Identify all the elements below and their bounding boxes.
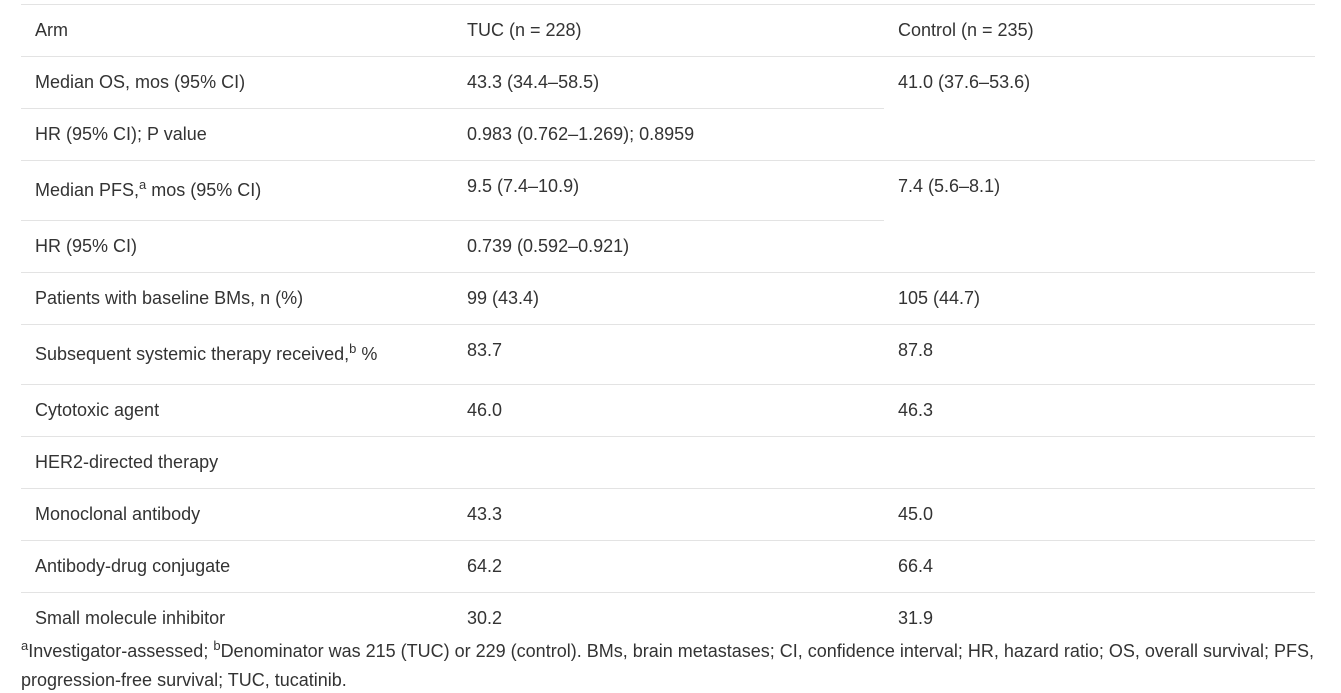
row-control: 45.0 [884,488,1315,541]
row-label: Small molecule inhibitor [21,592,453,644]
row-label-text: Small molecule inhibitor [35,608,226,628]
footnote-marker-a: a [21,638,29,653]
header-arm: Arm [21,4,453,57]
table-row: HR (95% CI); P value 0.983 (0.762–1.269)… [21,108,1315,161]
results-table: Arm TUC (n = 228) Control (n = 235) Medi… [21,4,1315,644]
row-label-text: Cytotoxic agent [35,400,160,420]
row-control [884,109,1315,161]
row-control [884,221,1315,273]
table-row: Median PFS,a mos (95% CI) 9.5 (7.4–10.9)… [21,160,1315,221]
row-control: 87.8 [884,324,1315,385]
row-label-text: HR (95% CI); P value [35,124,207,144]
footnote-marker: b [349,341,357,356]
table-row: Small molecule inhibitor 30.2 31.9 [21,592,1315,644]
row-label: Cytotoxic agent [21,384,453,437]
footnote-marker-b: b [213,638,221,653]
header-tuc: TUC (n = 228) [453,4,884,57]
row-tuc: 43.3 [453,488,884,541]
row-tuc: 46.0 [453,384,884,437]
table-row: Monoclonal antibody 43.3 45.0 [21,488,1315,541]
row-tuc: 9.5 (7.4–10.9) [453,160,884,221]
footnote-text-b: Denominator was 215 (TUC) or 229 (contro… [21,641,1314,690]
table-row: Cytotoxic agent 46.0 46.3 [21,384,1315,437]
row-label-text: Subsequent systemic therapy received, [35,344,350,364]
row-label-text: Antibody-drug conjugate [35,556,231,576]
row-label: HR (95% CI) [21,220,453,273]
row-tuc: 30.2 [453,592,884,644]
table-row: Antibody-drug conjugate 64.2 66.4 [21,540,1315,593]
row-label: Monoclonal antibody [21,488,453,541]
row-tuc: 99 (43.4) [453,272,884,325]
row-control: 7.4 (5.6–8.1) [884,160,1315,221]
row-label: Subsequent systemic therapy received,b % [21,324,453,385]
row-tuc: 64.2 [453,540,884,593]
table-row: Patients with baseline BMs, n (%) 99 (43… [21,272,1315,325]
row-label-suffix: % [356,344,378,364]
row-label-text: HR (95% CI) [35,236,138,256]
row-tuc [453,436,884,489]
row-label: Patients with baseline BMs, n (%) [21,272,453,325]
footnote-text-a: Investigator-assessed; [28,641,214,661]
row-label: Antibody-drug conjugate [21,540,453,593]
row-label-suffix: mos (95% CI) [146,180,262,200]
row-tuc: 83.7 [453,324,884,385]
row-label: Median PFS,a mos (95% CI) [21,160,453,221]
row-label: HER2-directed therapy [21,436,453,489]
table-row: Median OS, mos (95% CI) 43.3 (34.4–58.5)… [21,56,1315,109]
footnote-marker: a [139,177,147,192]
row-tuc: 0.739 (0.592–0.921) [453,220,884,273]
row-label-text: Monoclonal antibody [35,504,201,524]
row-control: 31.9 [884,592,1315,644]
table-row: HER2-directed therapy [21,436,1315,489]
table-footnote: aInvestigator-assessed; bDenominator was… [21,637,1315,693]
row-label: Median OS, mos (95% CI) [21,56,453,109]
row-tuc: 43.3 (34.4–58.5) [453,56,884,109]
row-label-text: HER2-directed therapy [35,452,219,472]
table-row: Subsequent systemic therapy received,b %… [21,324,1315,385]
header-control: Control (n = 235) [884,4,1315,57]
table-row: HR (95% CI) 0.739 (0.592–0.921) [21,220,1315,273]
row-control: 66.4 [884,540,1315,593]
row-control [884,436,1315,489]
row-label-text: Median OS, mos (95% CI) [35,72,246,92]
row-tuc: 0.983 (0.762–1.269); 0.8959 [453,108,884,161]
row-label-text: Patients with baseline BMs, n (%) [35,288,304,308]
row-control: 41.0 (37.6–53.6) [884,56,1315,109]
row-control: 105 (44.7) [884,272,1315,325]
row-control: 46.3 [884,384,1315,437]
row-label: HR (95% CI); P value [21,108,453,161]
table-header-row: Arm TUC (n = 228) Control (n = 235) [21,4,1315,57]
row-label-text: Median PFS, [35,180,140,200]
